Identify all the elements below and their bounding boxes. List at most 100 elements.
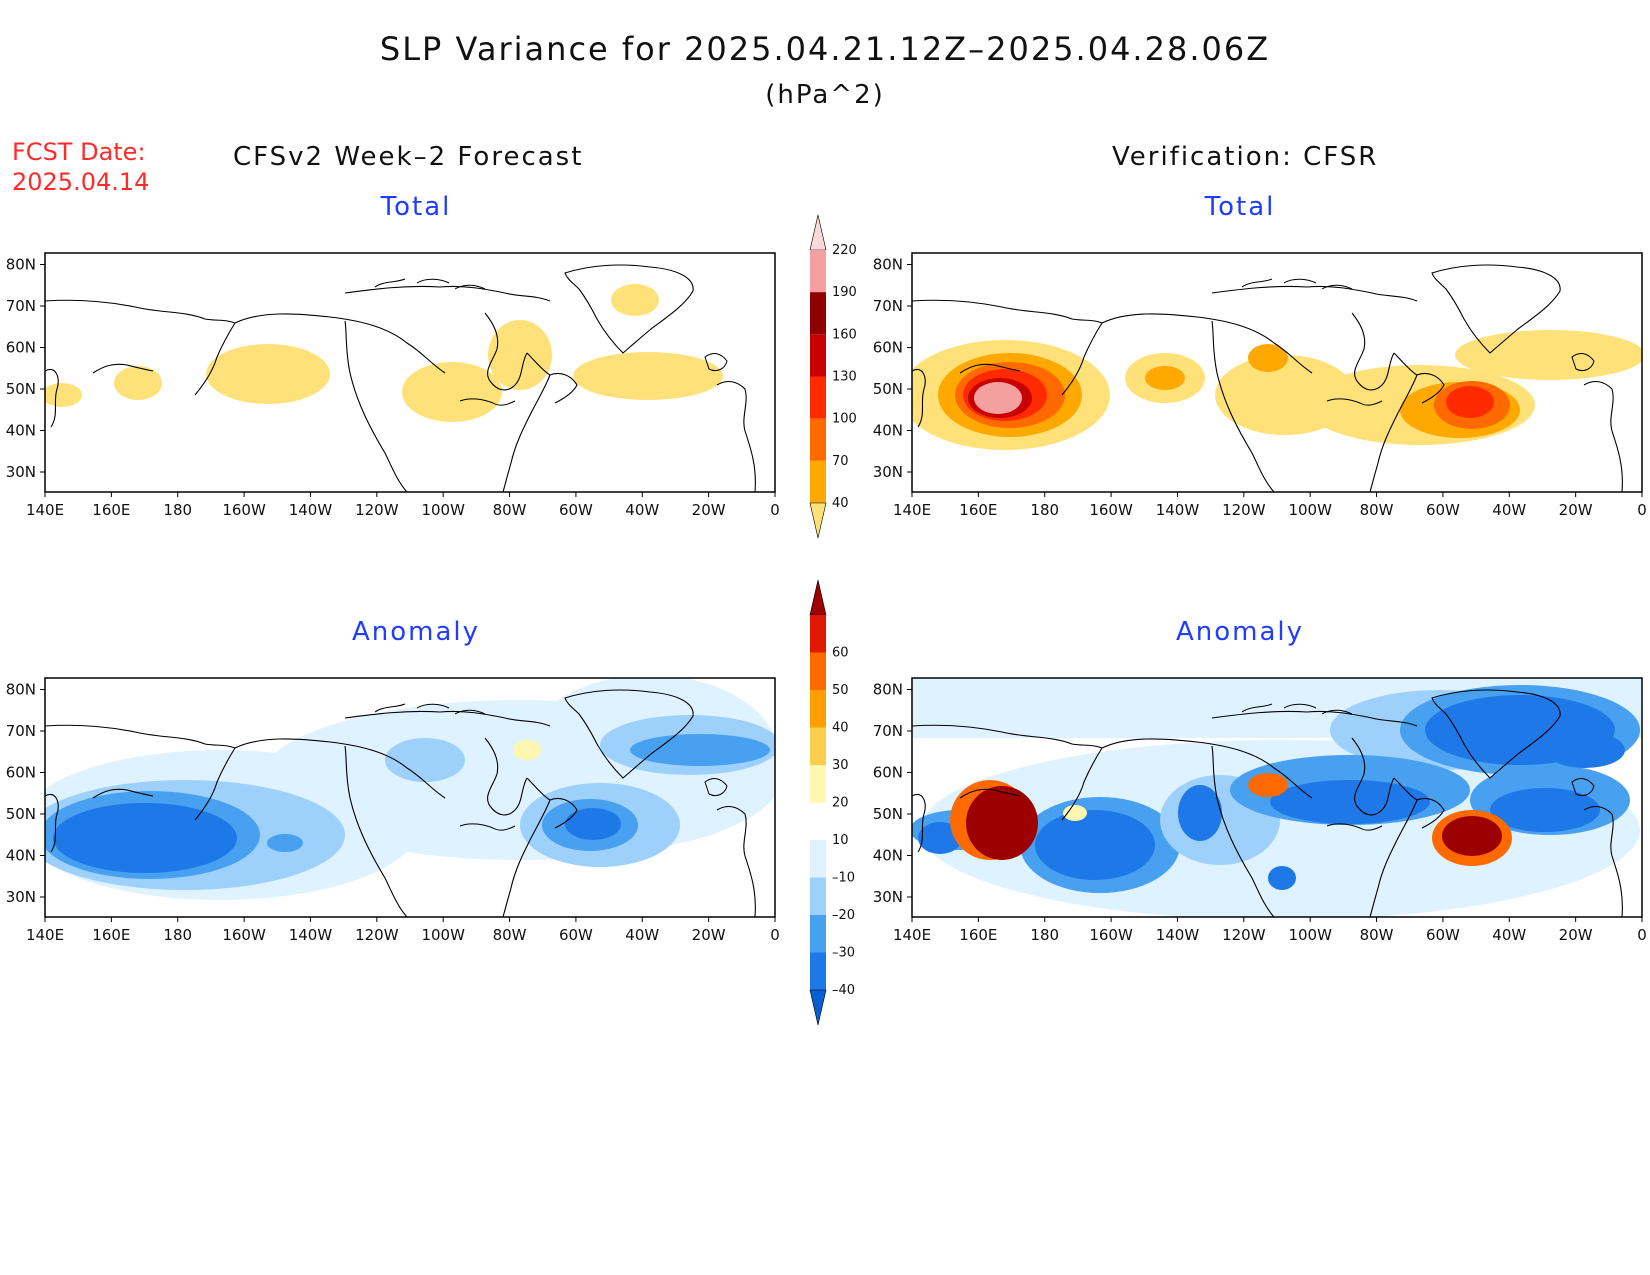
colorbar-swatch — [810, 765, 826, 803]
x-tick-label-forecast-anomaly: 180 — [163, 926, 192, 944]
x-tick-label-verification-total: 160E — [959, 501, 997, 519]
figure-title: SLP Variance for 2025.04.21.12Z–2025.04.… — [379, 30, 1271, 68]
x-tick-label-verification-total: 100W — [1288, 501, 1332, 519]
x-tick-label-forecast-anomaly: 140W — [289, 926, 333, 944]
colorbar-label: 60 — [832, 646, 849, 661]
x-tick-label-forecast-total: 0 — [770, 501, 780, 519]
x-tick-label-forecast-total: 140E — [26, 501, 64, 519]
colorbar-swatch — [810, 615, 826, 653]
x-tick-label-forecast-anomaly: 40W — [625, 926, 659, 944]
x-tick-label-verification-total: 180 — [1030, 501, 1059, 519]
colorbar-label: –10 — [832, 871, 855, 886]
y-tick-label-forecast-total: 30N — [6, 463, 36, 481]
y-tick-label-verification-anomaly: 30N — [873, 888, 903, 906]
colorbar-swatch — [810, 915, 826, 953]
map-axes: 140E 160E 180 160W 140W 120W 100W 80W 60W 40W 20W 0… — [6, 256, 1647, 945]
x-tick-label-verification-total: 20W — [1559, 501, 1593, 519]
colorbar-label: –30 — [832, 946, 855, 961]
left-column-heading: CFSv2 Week–2 Forecast — [233, 142, 584, 172]
x-tick-label-forecast-anomaly: 20W — [692, 926, 726, 944]
map-panel-forecast-anomaly — [44, 677, 776, 918]
y-tick-label-forecast-anomaly: 30N — [6, 888, 36, 906]
x-tick-label-verification-anomaly: 180 — [1030, 926, 1059, 944]
map-panel-verification-anomaly — [911, 677, 1643, 918]
colorbar-label: 190 — [832, 285, 857, 300]
y-tick-label-forecast-anomaly: 80N — [6, 681, 36, 699]
colorbar-swatch — [810, 334, 826, 377]
colorbar-swatch — [810, 840, 826, 878]
right-column-heading: Verification: CFSR — [1112, 142, 1379, 172]
x-tick-label-forecast-total: 80W — [493, 501, 527, 519]
x-tick-label-forecast-anomaly: 140E — [26, 926, 64, 944]
y-tick-label-forecast-total: 40N — [6, 422, 36, 440]
x-tick-label-forecast-total: 40W — [625, 501, 659, 519]
colorbar-label: 70 — [832, 454, 849, 469]
x-tick-label-forecast-total: 160W — [222, 501, 266, 519]
colorbar-label: 20 — [832, 796, 849, 811]
x-tick-label-verification-total: 0 — [1637, 501, 1647, 519]
colorbar-swatch — [810, 292, 826, 335]
y-tick-label-verification-anomaly: 40N — [873, 847, 903, 865]
forecast-date: FCST Date: 2025.04.14 — [12, 137, 149, 197]
x-tick-label-verification-total: 160W — [1089, 501, 1133, 519]
y-tick-label-verification-anomaly: 50N — [873, 805, 903, 823]
y-tick-label-verification-total: 70N — [873, 297, 903, 315]
x-tick-label-verification-anomaly: 20W — [1559, 926, 1593, 944]
y-tick-label-forecast-total: 80N — [6, 256, 36, 274]
x-tick-label-forecast-anomaly: 60W — [559, 926, 593, 944]
y-tick-label-verification-total: 30N — [873, 463, 903, 481]
colorbar-label: –20 — [832, 908, 855, 923]
colorbar-swatch — [810, 376, 826, 419]
x-tick-label-verification-total: 40W — [1492, 501, 1526, 519]
x-tick-label-forecast-total: 180 — [163, 501, 192, 519]
x-tick-label-verification-total: 120W — [1222, 501, 1266, 519]
colorbar-label: 10 — [832, 833, 849, 848]
x-tick-label-forecast-total: 100W — [421, 501, 465, 519]
x-tick-label-verification-anomaly: 0 — [1637, 926, 1647, 944]
panel-title-forecast-total: Total — [380, 192, 452, 222]
x-tick-label-forecast-total: 120W — [355, 501, 399, 519]
x-tick-label-forecast-total: 140W — [289, 501, 333, 519]
y-tick-label-verification-anomaly: 70N — [873, 722, 903, 740]
x-tick-label-verification-anomaly: 120W — [1222, 926, 1266, 944]
x-tick-label-forecast-anomaly: 100W — [421, 926, 465, 944]
x-tick-label-verification-total: 140W — [1156, 501, 1200, 519]
y-tick-label-forecast-anomaly: 60N — [6, 764, 36, 782]
y-tick-label-forecast-anomaly: 50N — [6, 805, 36, 823]
x-tick-label-verification-anomaly: 40W — [1492, 926, 1526, 944]
y-tick-label-forecast-anomaly: 40N — [6, 847, 36, 865]
x-tick-label-forecast-total: 160E — [92, 501, 130, 519]
colorbar-label: 40 — [832, 496, 849, 511]
colorbar-label: 40 — [832, 721, 849, 736]
y-tick-label-verification-anomaly: 80N — [873, 681, 903, 699]
map-panel-verification-total — [911, 252, 1643, 493]
x-tick-label-forecast-anomaly: 160W — [222, 926, 266, 944]
x-tick-label-verification-anomaly: 160E — [959, 926, 997, 944]
x-tick-label-forecast-anomaly: 0 — [770, 926, 780, 944]
x-tick-label-forecast-total: 60W — [559, 501, 593, 519]
colorbar-bottom-arrow — [809, 989, 827, 1026]
x-tick-label-forecast-anomaly: 120W — [355, 926, 399, 944]
colorbar-label: –40 — [832, 983, 855, 998]
colorbar-swatch — [810, 727, 826, 765]
colorbar-swatch — [810, 877, 826, 915]
y-tick-label-verification-total: 80N — [873, 256, 903, 274]
colorbar-swatch — [810, 250, 826, 293]
x-tick-label-verification-anomaly: 140E — [893, 926, 931, 944]
x-tick-label-verification-total: 140E — [893, 501, 931, 519]
colorbar-swatch — [810, 418, 826, 461]
panel-title-verification-total: Total — [1204, 192, 1276, 222]
x-tick-label-forecast-anomaly: 160E — [92, 926, 130, 944]
y-tick-label-forecast-total: 70N — [6, 297, 36, 315]
colorbar-label: 50 — [832, 683, 849, 698]
y-tick-label-verification-total: 60N — [873, 339, 903, 357]
y-tick-label-forecast-total: 60N — [6, 339, 36, 357]
y-tick-label-forecast-total: 50N — [6, 380, 36, 398]
y-tick-label-verification-anomaly: 60N — [873, 764, 903, 782]
map-panel-forecast-total — [44, 252, 776, 493]
colorbar-swatch — [810, 460, 826, 503]
x-tick-label-verification-anomaly: 80W — [1360, 926, 1394, 944]
colorbar-swatch — [810, 690, 826, 728]
colorbar-anomaly: –40 –30 –20 –10 10 20 30 40 50 60 — [809, 579, 855, 1026]
